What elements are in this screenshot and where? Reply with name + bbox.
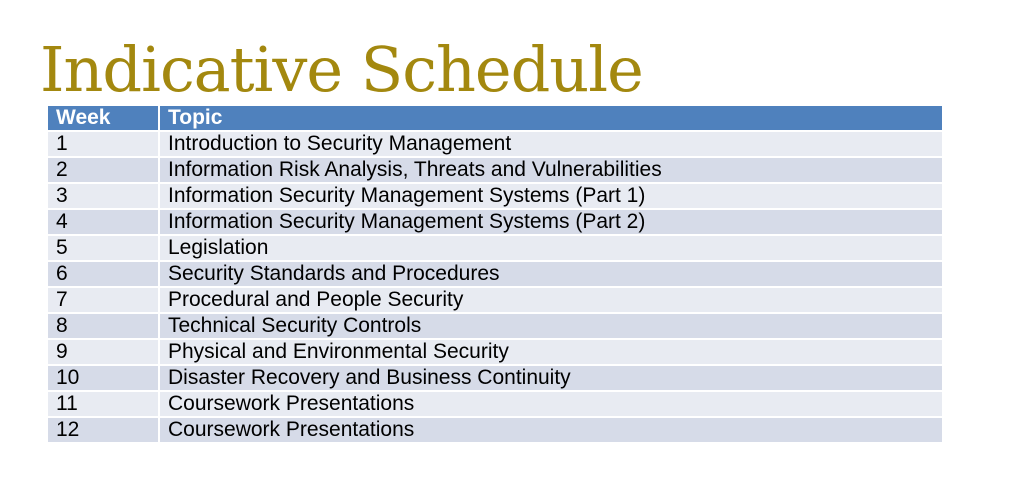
week-cell: 3 (48, 184, 158, 210)
table-row: 7 Procedural and People Security (48, 288, 942, 314)
week-cell: 5 (48, 236, 158, 262)
topic-cell: Physical and Environmental Security (158, 340, 942, 366)
table-row: 3 Information Security Management System… (48, 184, 942, 210)
table-header-row: Week Topic (48, 106, 942, 132)
table-row: 8 Technical Security Controls (48, 314, 942, 340)
topic-cell: Disaster Recovery and Business Continuit… (158, 366, 942, 392)
topic-cell: Information Risk Analysis, Threats and V… (158, 158, 942, 184)
topic-cell: Introduction to Security Management (158, 132, 942, 158)
column-header-week: Week (48, 106, 158, 132)
week-cell: 8 (48, 314, 158, 340)
topic-cell: Information Security Management Systems … (158, 210, 942, 236)
week-cell: 2 (48, 158, 158, 184)
week-cell: 12 (48, 418, 158, 444)
week-cell: 4 (48, 210, 158, 236)
table-row: 1 Introduction to Security Management (48, 132, 942, 158)
table-row: 11 Coursework Presentations (48, 392, 942, 418)
column-header-topic: Topic (158, 106, 942, 132)
table-row: 5 Legislation (48, 236, 942, 262)
topic-cell: Technical Security Controls (158, 314, 942, 340)
week-cell: 1 (48, 132, 158, 158)
topic-cell: Information Security Management Systems … (158, 184, 942, 210)
table-row: 12 Coursework Presentations (48, 418, 942, 444)
topic-cell: Coursework Presentations (158, 392, 942, 418)
week-cell: 11 (48, 392, 158, 418)
week-cell: 6 (48, 262, 158, 288)
topic-cell: Legislation (158, 236, 942, 262)
topic-cell: Procedural and People Security (158, 288, 942, 314)
week-cell: 10 (48, 366, 158, 392)
table-row: 6 Security Standards and Procedures (48, 262, 942, 288)
table-row: 9 Physical and Environmental Security (48, 340, 942, 366)
table-row: 10 Disaster Recovery and Business Contin… (48, 366, 942, 392)
table-row: 4 Information Security Management System… (48, 210, 942, 236)
page-title: Indicative Schedule (40, 33, 644, 106)
topic-cell: Coursework Presentations (158, 418, 942, 444)
topic-cell: Security Standards and Procedures (158, 262, 942, 288)
week-cell: 7 (48, 288, 158, 314)
week-cell: 9 (48, 340, 158, 366)
table-row: 2 Information Risk Analysis, Threats and… (48, 158, 942, 184)
schedule-table: Week Topic 1 Introduction to Security Ma… (48, 106, 942, 444)
